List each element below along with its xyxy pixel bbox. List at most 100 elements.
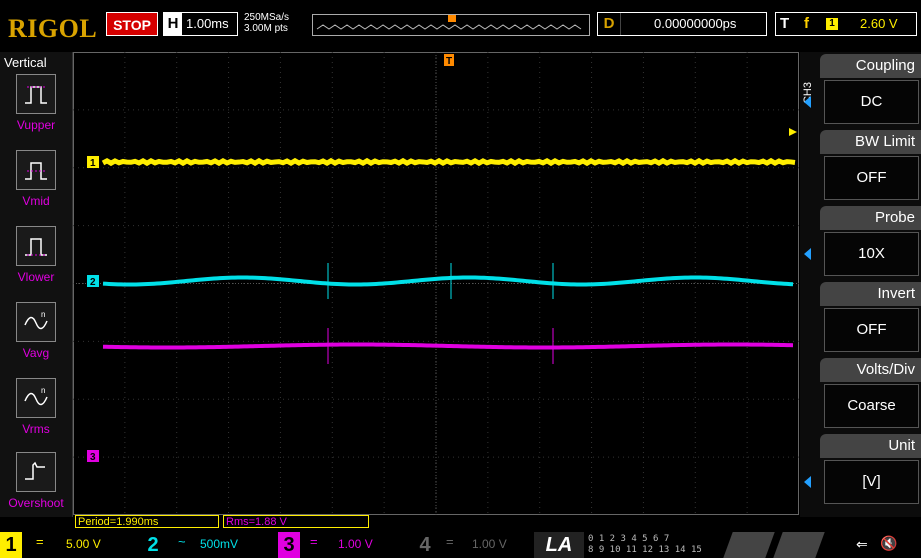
channel-3-coupling: = [310,534,318,549]
channel-3-scale: 1.00 V [338,537,373,551]
measure-vlower[interactable]: Vlower [0,226,72,300]
memory-overview-waveform [316,15,582,30]
logic-analyzer-button[interactable]: LA [534,532,584,558]
run-stop-status[interactable]: STOP [106,12,158,36]
menu-probe[interactable]: Probe 10X [804,206,921,280]
channel-2-number: 2 [147,534,159,556]
sample-rate: 250MSa/s [244,12,290,23]
channel-1-trace [101,157,796,167]
graticule: 1 2 3 [73,52,799,515]
svg-text:T: T [446,56,452,67]
channel-4-tab[interactable]: 4 = 1.00 V [408,532,530,558]
math-2-button[interactable] [773,532,825,558]
measurement-results: Period=1.990ms Rms=1.88 V [73,515,800,529]
arrow-left-icon [804,96,811,108]
la-bits-row-1: 0 1 2 3 4 5 6 7 [588,534,670,544]
usb-icon: ⇐ [856,536,868,552]
delay-value: 0.00000000ps [654,16,737,31]
top-status-bar: RIGOL STOP H 1.00ms 250MSa/s 3.00M pts D… [0,0,921,52]
memory-depth: 3.00M pts [244,23,288,34]
svg-text:n: n [41,310,45,319]
horizontal-timebase[interactable]: H 1.00ms [163,12,238,36]
rigol-logo: RIGOL [8,14,98,43]
vmid-icon[interactable] [16,150,56,190]
menu-bw-limit[interactable]: BW Limit OFF [820,130,921,204]
vupper-label: Vupper [16,118,56,132]
measurement-period[interactable]: Period=1.990ms [75,515,219,528]
probe-value: 10X [824,232,919,276]
trigger-source: 1 [826,18,838,30]
memory-overview-window[interactable] [312,14,590,36]
vavg-icon[interactable]: n [16,302,56,342]
arrow-left-icon [804,248,811,260]
measurement-rms[interactable]: Rms=1.88 V [223,515,369,528]
channel-1-scale: 5.00 V [66,537,101,551]
channel-marker-label: 3 [90,452,96,463]
channel-soft-menu: CH3 Coupling DC BW Limit OFF Probe 10X I… [800,52,921,517]
channel-2-scale: 500mV [200,537,239,551]
channel-2-tab[interactable]: 2 ~ 500mV [136,532,266,558]
unit-value: [V] [824,460,919,504]
measure-vmid[interactable]: Vmid [0,150,72,224]
vrms-icon[interactable]: n [16,378,56,418]
horizontal-label: H [164,13,182,35]
trigger-level: 2.60 V [860,16,898,31]
svg-text:n: n [41,386,45,395]
probe-header: Probe [820,206,921,230]
rising-edge-icon: f [804,15,809,32]
coupling-header: Coupling [820,54,921,78]
channel-1-number: 1 [0,532,22,558]
speaker-muted-icon[interactable]: 🔇 [880,535,898,551]
menu-volts-div[interactable]: Volts/Div Coarse [820,358,921,432]
vrms-label: Vrms [22,422,50,436]
acquisition-info: 250MSa/s 3.00M pts [244,12,289,34]
channel-marker-label: 1 [90,158,96,169]
delay-label: D [598,13,621,35]
trigger-level-marker [789,128,797,136]
channel-1-tab[interactable]: 1 = 5.00 V [0,532,130,558]
channel-3-tab[interactable]: 3 = 1.00 V [272,532,402,558]
la-bits-row-2: 8 9 10 11 12 13 14 15 [588,545,702,555]
channel-marker-label: 2 [90,277,96,288]
trigger-label: T [780,15,790,32]
channel-marker [87,275,99,287]
measure-overshoot[interactable]: Overshoot [0,452,72,526]
vupper-icon[interactable] [16,74,56,114]
channel-1-coupling: = [36,534,44,549]
channel-4-coupling: = [446,534,454,549]
menu-title: Vertical [4,55,47,70]
menu-coupling[interactable]: Coupling DC [804,54,921,128]
vlower-label: Vlower [17,270,55,284]
channel-marker [87,450,99,462]
trigger-position-marker[interactable]: T [443,52,455,75]
volts-div-value: Coarse [824,384,919,428]
coupling-value: DC [824,80,919,124]
channel-2-coupling: ~ [178,534,186,549]
channel-4-number: 4 [419,534,431,556]
vavg-label: Vavg [22,346,50,360]
arrow-left-icon [804,476,811,488]
trigger-display[interactable]: T f 1 2.60 V [775,12,917,36]
channel-2-trace [102,275,794,287]
invert-value: OFF [824,308,919,352]
vlower-icon[interactable] [16,226,56,266]
channel-4-scale: 1.00 V [472,537,507,551]
measure-vertical-menu: Vertical Vupper Vmid Vlower n Vavg n Vrm… [0,52,73,517]
math-1-button[interactable] [723,532,775,558]
volts-div-header: Volts/Div [820,358,921,382]
channel-marker [87,156,99,168]
delay-display[interactable]: D 0.00000000ps [597,12,767,36]
overshoot-icon[interactable] [16,452,56,492]
timebase-value: 1.00ms [186,16,229,31]
menu-invert[interactable]: Invert OFF [820,282,921,356]
measure-vavg[interactable]: n Vavg [0,302,72,376]
invert-header: Invert [820,282,921,306]
measure-vrms[interactable]: n Vrms [0,378,72,452]
bw-limit-header: BW Limit [820,130,921,154]
unit-header: Unit [820,434,921,458]
logic-analyzer-bits: 0 1 2 3 4 5 6 7 8 9 10 11 12 13 14 15 [588,534,702,556]
waveform-display[interactable]: 1 2 3 T [73,52,799,515]
measure-vupper[interactable]: Vupper [0,74,72,148]
menu-unit[interactable]: Unit [V] [804,434,921,508]
bw-limit-value: OFF [824,156,919,200]
